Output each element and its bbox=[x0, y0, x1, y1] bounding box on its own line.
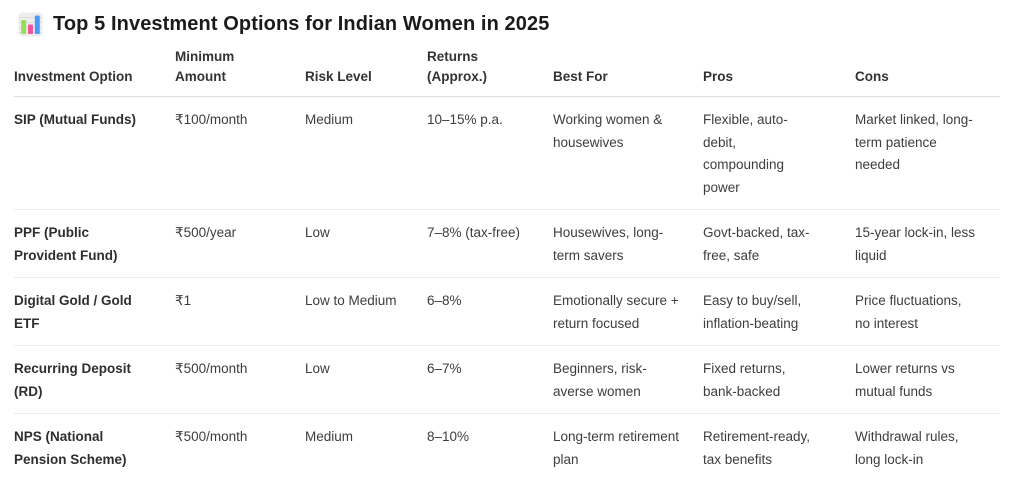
column-header-returns: Returns (Approx.) bbox=[427, 47, 553, 97]
table-row: Digital Gold / Gold ETF ₹1 Low to Medium… bbox=[14, 277, 1000, 346]
column-header-cons: Cons bbox=[855, 47, 1000, 97]
cell-cons: Price fluctuations, no interest bbox=[855, 277, 1000, 346]
cell-pros: Flexible, auto-debit, compounding power bbox=[703, 96, 855, 210]
cell-best-for: Beginners, risk-averse women bbox=[553, 345, 703, 414]
cell-cons: Lower returns vs mutual funds bbox=[855, 345, 1000, 414]
cell-minimum-amount: ₹500/year bbox=[175, 209, 305, 278]
cell-risk-level: Medium bbox=[305, 96, 427, 210]
cell-investment-option: Digital Gold / Gold ETF bbox=[14, 277, 175, 346]
cell-investment-option: PPF (Public Provident Fund) bbox=[14, 209, 175, 278]
table-row: NPS (National Pension Scheme) ₹500/month… bbox=[14, 414, 1000, 502]
table-row: Recurring Deposit (RD) ₹500/month Low 6–… bbox=[14, 345, 1000, 414]
column-header-risk-level: Risk Level bbox=[305, 47, 427, 97]
cell-minimum-amount: ₹500/month bbox=[175, 429, 248, 444]
column-header-investment-option: Investment Option bbox=[14, 47, 175, 97]
cell-investment-option: NPS (National Pension Scheme) bbox=[14, 429, 127, 467]
cell-best-for: Long-term retirement plan bbox=[553, 429, 680, 467]
column-header-best-for: Best For bbox=[553, 47, 703, 97]
cell-pros: Easy to buy/sell, inflation-beating bbox=[703, 277, 855, 346]
cell-returns: 8–10% bbox=[427, 429, 470, 444]
column-header-minimum-amount: Minimum Amount bbox=[175, 47, 305, 97]
cell-risk-level: Low to Medium bbox=[305, 277, 427, 346]
cell-cons: Withdrawal rules, long lock-in bbox=[855, 429, 959, 467]
page-title: Top 5 Investment Options for Indian Wome… bbox=[53, 13, 550, 35]
table-header: Investment Option Minimum Amount Risk Le… bbox=[14, 47, 1000, 97]
cell-best-for: Housewives, long-term savers bbox=[553, 209, 703, 278]
cell-best-for: Emotionally secure + return focused bbox=[553, 277, 703, 346]
cell-risk-level: Low bbox=[305, 345, 427, 414]
cell-investment-option: SIP (Mutual Funds) bbox=[14, 96, 175, 210]
cell-returns: 10–15% p.a. bbox=[427, 96, 553, 210]
cell-pros: Retirement-ready, tax benefits bbox=[703, 429, 811, 467]
cell-best-for: Working women & housewives bbox=[553, 96, 703, 210]
cell-pros: Fixed returns, bank-backed bbox=[703, 345, 855, 414]
header-row: Investment Option Minimum Amount Risk Le… bbox=[14, 47, 1000, 97]
cell-cons: Market linked, long-term patience needed bbox=[855, 96, 1000, 210]
table-body: SIP (Mutual Funds) ₹100/month Medium 10–… bbox=[14, 96, 1000, 502]
cell-pros: Govt-backed, tax-free, safe bbox=[703, 209, 855, 278]
bar-chart-emoji-icon bbox=[18, 12, 43, 37]
cell-investment-option: Recurring Deposit (RD) bbox=[14, 345, 175, 414]
cell-returns: 6–7% bbox=[427, 345, 553, 414]
cell-minimum-amount: ₹1 bbox=[175, 277, 305, 346]
cell-minimum-amount: ₹500/month bbox=[175, 345, 305, 414]
cell-risk-level: Low bbox=[305, 209, 427, 278]
cell-returns: 6–8% bbox=[427, 277, 553, 346]
investment-options-table: Investment Option Minimum Amount Risk Le… bbox=[14, 47, 1000, 502]
cell-cons: 15-year lock-in, less liquid bbox=[855, 209, 1000, 278]
cell-returns: 7–8% (tax-free) bbox=[427, 209, 553, 278]
cell-minimum-amount: ₹100/month bbox=[175, 96, 305, 210]
column-header-pros: Pros bbox=[703, 47, 855, 97]
page-title-bar: Top 5 Investment Options for Indian Wome… bbox=[14, 12, 1000, 37]
table-row: PPF (Public Provident Fund) ₹500/year Lo… bbox=[14, 209, 1000, 278]
table-row: SIP (Mutual Funds) ₹100/month Medium 10–… bbox=[14, 96, 1000, 210]
cell-risk-level: Medium bbox=[305, 429, 354, 444]
